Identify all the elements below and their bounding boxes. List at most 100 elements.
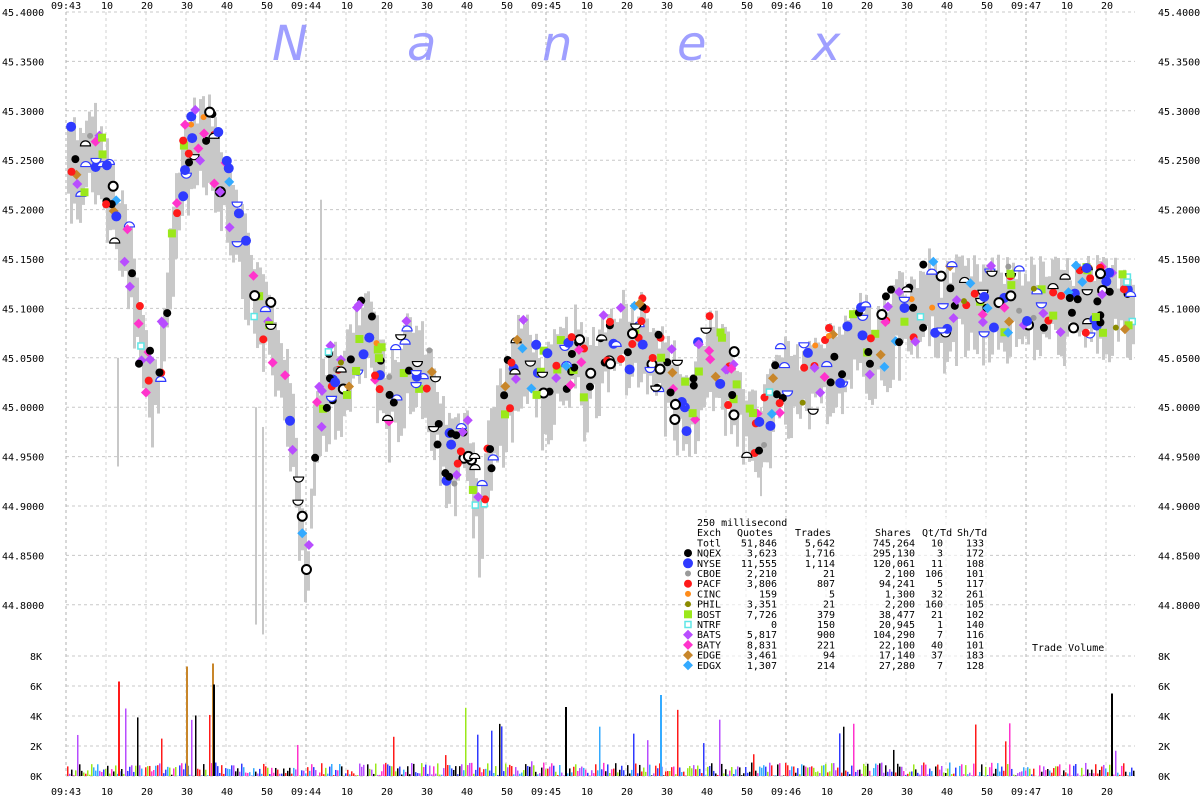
volume-bar: [785, 762, 787, 776]
trade-quote-markers: [66, 104, 1137, 575]
price-range-bar: [646, 318, 649, 395]
price-range-bar: [223, 160, 226, 206]
volume-bar: [587, 772, 589, 776]
price-range-bar: [829, 322, 832, 417]
marker-bats: [510, 373, 521, 384]
price-range-bar: [433, 368, 436, 461]
price-range-bar: [1081, 265, 1084, 332]
time-tick-top: 50: [501, 1, 513, 12]
marker-bost: [694, 367, 703, 376]
price-spike: [117, 357, 119, 467]
volume-bar: [783, 775, 785, 776]
volume-bar: [145, 767, 147, 776]
price-tick-right: 45.2500: [1158, 156, 1200, 167]
price-range-bar: [778, 355, 781, 419]
volume-bar: [1045, 770, 1047, 776]
legend-qt-td: 3: [937, 549, 943, 560]
marker-bost: [415, 384, 424, 393]
marker-nqex: [1039, 323, 1048, 332]
price-range-bar: [349, 324, 352, 412]
volume-bar: [675, 774, 677, 776]
marker-bost: [732, 380, 741, 389]
price-range-bar: [742, 389, 745, 465]
marker-bats: [666, 344, 677, 355]
legend-trades: 94: [823, 651, 835, 662]
volume-bar: [1115, 750, 1117, 776]
marker-baty: [704, 345, 715, 356]
volume-tick-left: 8K: [30, 652, 42, 663]
volume-bar: [827, 772, 829, 776]
price-range-bar: [448, 412, 451, 504]
price-range-bar: [397, 362, 400, 443]
price-range-bar: [838, 326, 841, 394]
time-tick-bottom: 30: [421, 787, 433, 798]
volume-bar: [821, 765, 823, 776]
marker-bats: [1097, 289, 1108, 300]
volume-bar: [267, 767, 269, 776]
volume-bar: [699, 768, 701, 776]
volume-bar: [533, 765, 535, 776]
marker-nyse: [241, 235, 252, 246]
marker-nyse: [683, 558, 693, 569]
price-range-bar: [808, 340, 811, 430]
marker-bost: [98, 133, 107, 142]
marker-edge: [667, 367, 678, 378]
price-range-bar: [601, 318, 604, 384]
ask-quote-marker: [946, 261, 958, 268]
volume-bar: [835, 770, 837, 776]
bid-quote-marker: [857, 314, 869, 321]
marker-nyse: [835, 378, 846, 389]
price-range-bar: [835, 336, 838, 408]
volume-bar: [1103, 764, 1105, 776]
price-range-bar: [466, 410, 469, 482]
marker-nyse: [857, 330, 868, 341]
legend-shares: 20,945: [879, 620, 915, 631]
time-tick-top: 30: [421, 1, 433, 12]
marker-cinc: [200, 114, 207, 121]
volume-bar: [1133, 770, 1135, 776]
price-range-bar: [985, 266, 988, 338]
volume-bar: [101, 771, 103, 776]
legend-sh-td: 261: [966, 589, 984, 600]
volume-bar: [1039, 765, 1041, 776]
legend-swatch-baty: [683, 639, 693, 650]
hollow-trade-marker: [935, 270, 947, 282]
marker-pacf: [724, 401, 733, 410]
volume-bar: [435, 773, 437, 776]
price-range-bar: [1042, 261, 1045, 335]
price-range-bar: [973, 255, 976, 350]
hollow-trade-marker: [249, 290, 261, 302]
volume-bar: [881, 762, 883, 776]
price-range-bar: [244, 213, 247, 320]
marker-cboe: [87, 132, 94, 139]
marker-edgx: [965, 278, 976, 289]
volume-bar: [925, 764, 927, 776]
volume-bar: [381, 771, 383, 776]
price-range-bar: [442, 396, 445, 467]
marker-pacf: [453, 459, 462, 468]
volume-bar: [529, 766, 531, 776]
price-range-bar: [214, 117, 217, 213]
price-range-bar: [526, 314, 529, 404]
marker-nqex: [684, 549, 692, 558]
volume-bar: [987, 774, 989, 776]
volume-bar: [703, 743, 705, 776]
hollow-trade-marker: [627, 328, 639, 340]
time-tick-bottom: 10: [581, 787, 593, 798]
marker-edge: [1119, 324, 1130, 335]
volume-bar: [221, 765, 223, 776]
volume-bar: [257, 773, 259, 776]
volume-bar: [939, 769, 941, 776]
volume-bar: [487, 763, 489, 776]
marker-nqex: [826, 378, 835, 387]
volume-bar: [157, 765, 159, 776]
marker-nqex: [385, 390, 394, 399]
price-range-bar: [700, 344, 703, 411]
price-range-bar: [337, 356, 340, 431]
volume-label: Trade Volume: [1032, 643, 1104, 654]
price-range-bar: [598, 329, 601, 416]
legend-shares: 1,300: [885, 589, 915, 600]
price-range-bar: [1045, 276, 1048, 338]
price-range-bar: [385, 377, 388, 429]
volume-bar: [573, 766, 575, 776]
